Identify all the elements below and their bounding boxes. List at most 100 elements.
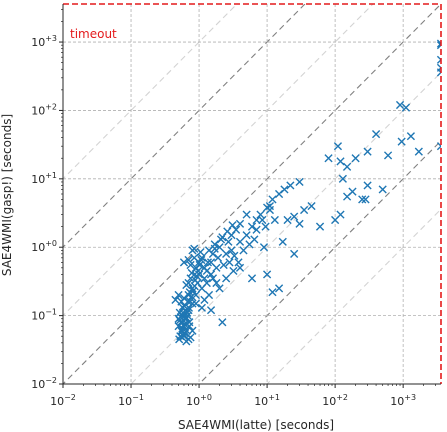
data-point — [406, 132, 416, 141]
data-point — [307, 201, 316, 211]
data-point — [336, 157, 345, 166]
data-point — [295, 177, 304, 187]
data-point — [343, 162, 352, 171]
data-point — [261, 222, 270, 231]
data-point — [265, 201, 275, 211]
data-point — [197, 303, 206, 312]
data-point — [197, 255, 206, 265]
data-point — [206, 306, 216, 315]
y-tick-label: 10+3 — [31, 34, 57, 49]
y-axis-label: SAE4WMI(gasp!) [seconds] — [0, 114, 14, 276]
data-point — [270, 215, 279, 225]
timeout-label: timeout — [70, 27, 117, 41]
data-point — [315, 222, 325, 231]
data-point — [378, 185, 387, 194]
data-point — [348, 187, 357, 196]
data-point — [177, 297, 186, 306]
data-point — [324, 154, 333, 163]
data-point — [278, 237, 287, 246]
data-point — [286, 181, 295, 190]
data-point — [194, 266, 203, 276]
data-point — [361, 195, 370, 204]
data-point — [436, 55, 441, 64]
x-tick-label: 10−2 — [50, 393, 76, 408]
x-tick-label: 10+2 — [322, 393, 348, 408]
data-point — [182, 320, 191, 329]
data-point — [290, 249, 299, 258]
data-point — [290, 212, 299, 221]
ratio-line — [63, 4, 238, 180]
x-tick-label: 10+0 — [186, 393, 212, 408]
x-tick-label: 10−1 — [118, 393, 144, 408]
data-point — [338, 174, 347, 183]
data-point — [256, 210, 265, 219]
x-tick-label: 10+3 — [390, 393, 416, 408]
data-point — [186, 297, 195, 306]
data-point — [268, 195, 277, 204]
data-point — [171, 295, 180, 304]
data-point — [178, 308, 188, 317]
data-point — [300, 205, 309, 215]
data-point — [436, 41, 441, 50]
data-point — [351, 154, 360, 163]
data-point — [196, 247, 205, 257]
data-point — [225, 258, 234, 267]
ratio-line — [198, 140, 441, 384]
data-point — [383, 151, 393, 160]
data-point — [206, 258, 216, 267]
data-point — [200, 274, 209, 283]
data-point — [218, 318, 227, 327]
data-point — [436, 142, 441, 151]
data-point — [395, 100, 405, 110]
ratio-line — [266, 208, 441, 384]
data-point — [274, 189, 284, 199]
data-point — [229, 266, 238, 276]
data-point — [195, 260, 204, 270]
data-point — [197, 284, 206, 293]
data-point — [242, 210, 251, 219]
data-point — [250, 235, 259, 244]
data-point — [179, 332, 189, 341]
data-point — [184, 297, 193, 306]
y-tick-label: 10+2 — [31, 102, 57, 117]
data-point — [262, 270, 272, 279]
data-point — [188, 326, 197, 335]
x-axis-label: SAE4WMI(latte) [seconds] — [178, 418, 334, 432]
data-point — [333, 142, 343, 151]
axes — [59, 4, 441, 388]
data-point — [186, 333, 195, 342]
grid — [62, 4, 441, 385]
data-point — [252, 225, 261, 234]
data-point — [227, 246, 236, 255]
data-point — [358, 195, 367, 204]
y-tick-label: 10−1 — [31, 308, 57, 323]
ratio-line — [63, 4, 306, 248]
data-point — [295, 219, 304, 228]
data-point — [190, 253, 199, 262]
data-point — [228, 221, 237, 230]
data-point — [258, 215, 267, 225]
data-point — [247, 274, 257, 283]
x-tick-labels: 10−2 10−1 10+0 10+1 10+2 10+3 — [50, 393, 416, 408]
data-point — [184, 278, 193, 288]
data-point — [200, 295, 209, 304]
data-point — [436, 39, 441, 48]
data-point — [436, 68, 441, 77]
data-point — [213, 253, 223, 262]
data-point — [283, 215, 292, 225]
y-tick-label: 10+0 — [31, 239, 57, 254]
data-point — [210, 244, 219, 253]
data-point — [234, 258, 243, 267]
data-point — [235, 219, 245, 228]
data-point — [216, 235, 226, 244]
data-point — [215, 284, 224, 293]
data-point — [230, 251, 239, 260]
data-point — [268, 288, 277, 297]
data-point — [397, 137, 406, 146]
data-point — [192, 271, 201, 281]
data-point — [191, 299, 201, 308]
